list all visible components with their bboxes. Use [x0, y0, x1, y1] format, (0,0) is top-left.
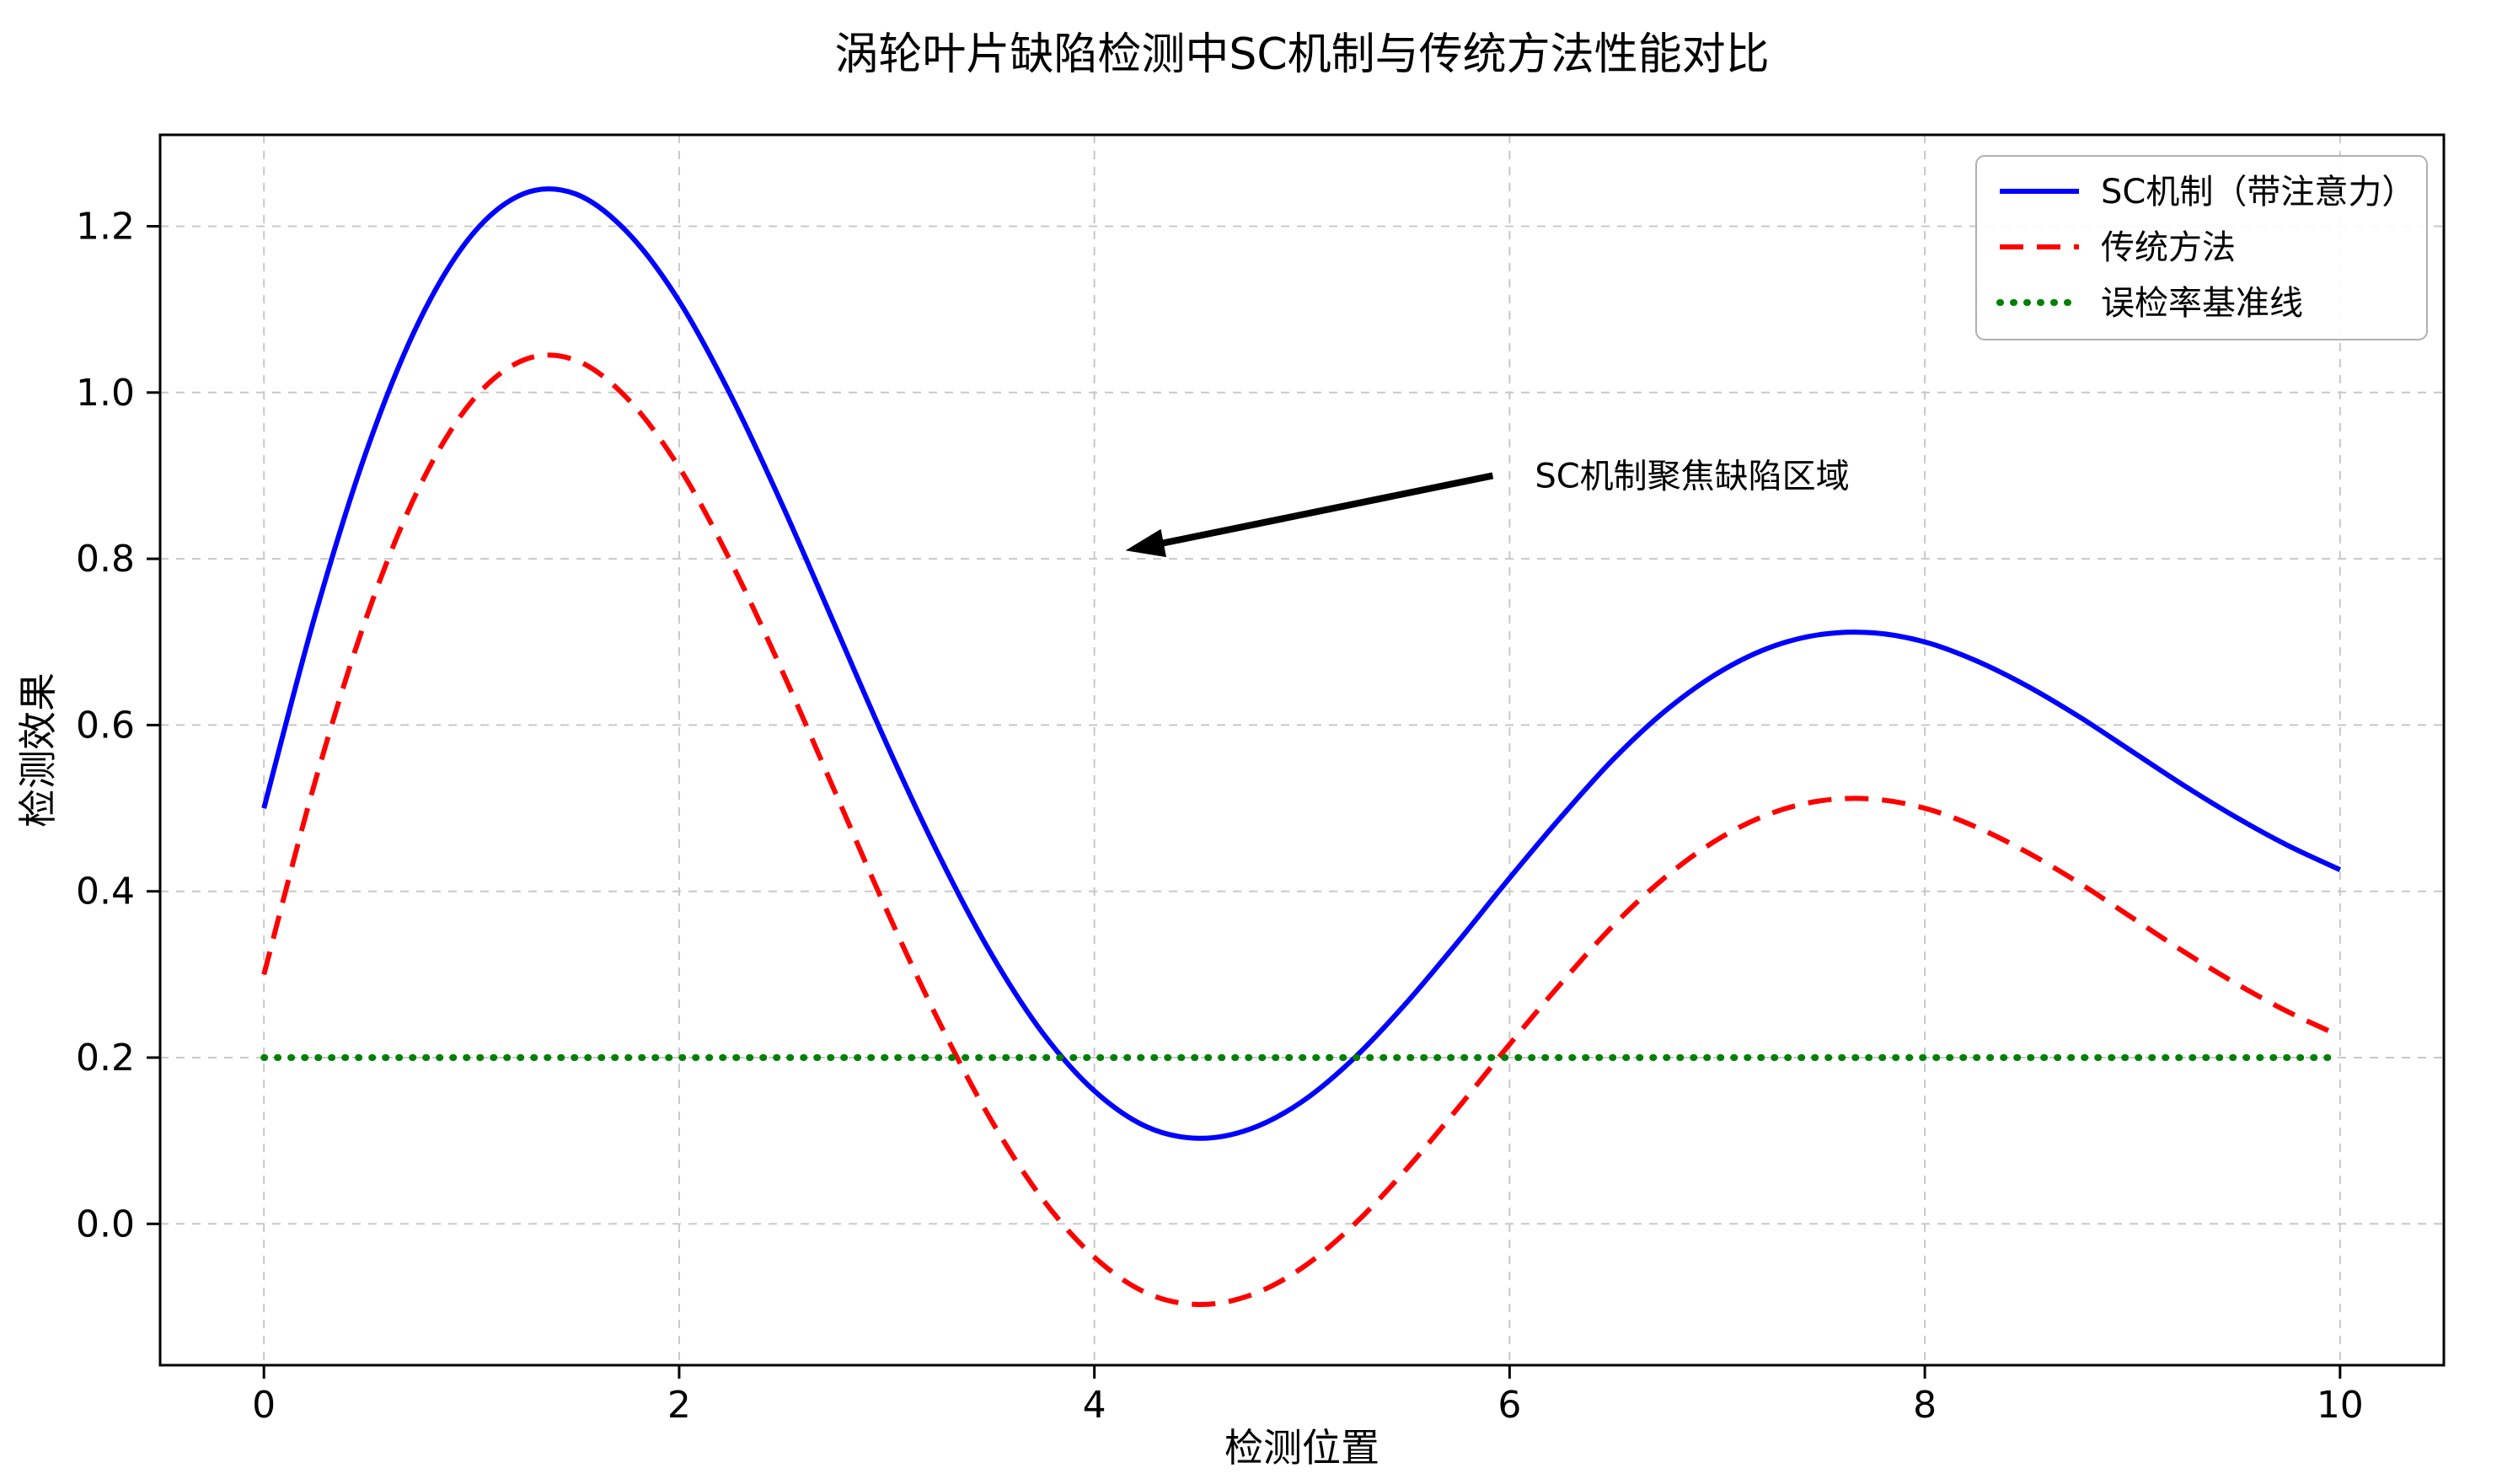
y-tick-label: 0.6 — [76, 704, 135, 747]
legend-label-2: 误检率基准线 — [2101, 284, 2303, 323]
x-tick-label: 8 — [1913, 1384, 1937, 1427]
y-tick-label: 1.0 — [76, 372, 135, 415]
legend-label-0: SC机制（带注意力） — [2101, 173, 2415, 212]
annotation-text: SC机制聚焦缺陷区域 — [1535, 457, 1849, 496]
y-tick-label: 0.4 — [76, 871, 135, 913]
y-tick-label: 0.8 — [76, 538, 135, 581]
series-line-0 — [261, 186, 2342, 1141]
plot-border — [158, 133, 2446, 1367]
x-axis-label: 检测位置 — [1224, 1425, 1380, 1471]
chart-title: 涡轮叶片缺陷检测中SC机制与传统方法性能对比 — [834, 29, 1770, 80]
legend-box — [1975, 155, 2428, 340]
y-tick-label: 0.2 — [76, 1037, 135, 1080]
series-line-1 — [261, 352, 2342, 1308]
x-tick-label: 2 — [667, 1384, 691, 1427]
legend-label-1: 传统方法 — [2101, 228, 2236, 267]
y-tick-label: 0.0 — [76, 1203, 135, 1246]
x-tick-label: 4 — [1083, 1384, 1106, 1427]
x-tick-label: 10 — [2317, 1384, 2364, 1427]
y-tick-label: 1.2 — [76, 206, 135, 249]
annotation-arrow-head — [1125, 528, 1166, 558]
annotation-arrow-shaft — [1156, 472, 1494, 548]
x-tick-label: 0 — [252, 1384, 276, 1427]
x-tick-label: 6 — [1497, 1384, 1521, 1427]
